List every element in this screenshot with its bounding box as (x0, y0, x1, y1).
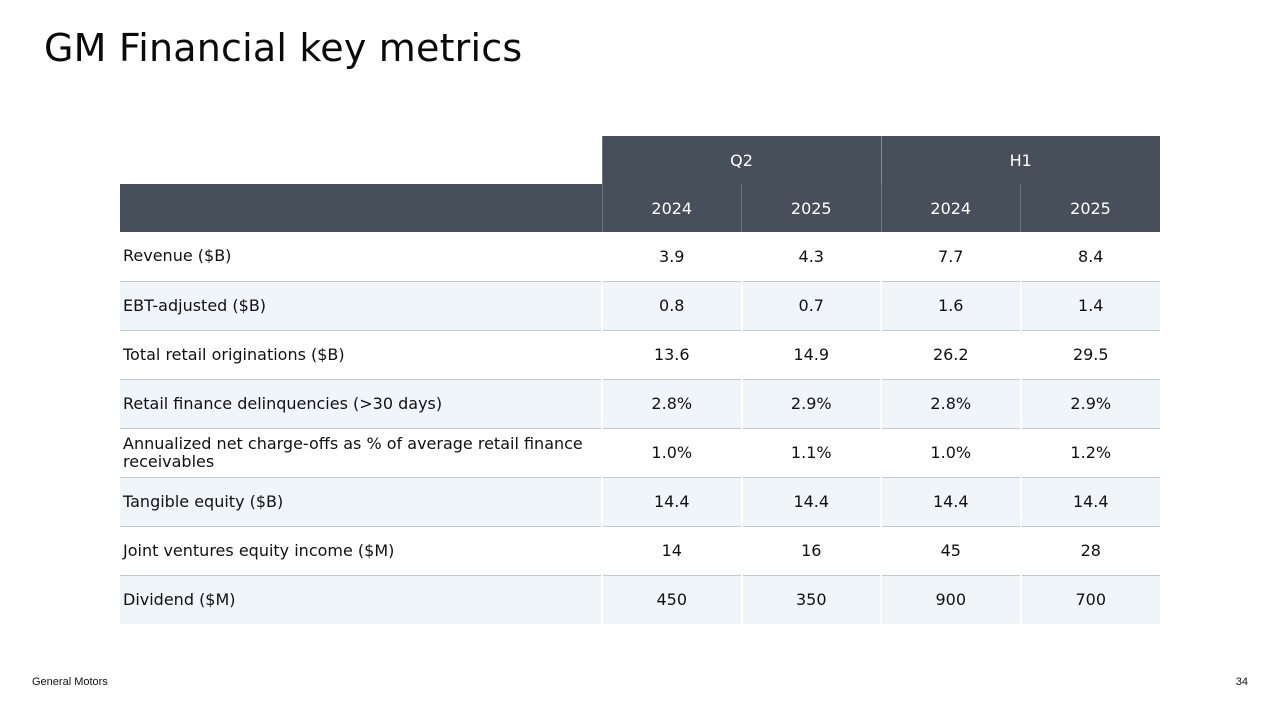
cell-value: 900 (880, 575, 1021, 624)
cell-value: 0.7 (740, 281, 881, 330)
cell-value: 450 (601, 575, 742, 624)
cell-value: 350 (740, 575, 881, 624)
header-year-q2-2024: 2024 (601, 184, 742, 232)
cell-value: 16 (740, 526, 881, 575)
page-number: 34 (1235, 676, 1248, 688)
cell-value: 4.3 (740, 232, 881, 281)
cell-value: 1.1% (740, 428, 881, 477)
cell-value: 2.8% (601, 379, 742, 428)
row-label: Tangible equity ($B) (123, 491, 284, 511)
cell-value: 8.4 (1019, 232, 1160, 281)
footer-company: General Motors (32, 676, 108, 688)
table-row: Retail finance delinquencies (>30 days) … (120, 379, 1160, 428)
header-year-h1-2024: 2024 (880, 184, 1021, 232)
cell-value: 29.5 (1019, 330, 1160, 379)
table-row: Total retail originations ($B) 13.6 14.9… (120, 330, 1160, 379)
row-label: Retail finance delinquencies (>30 days) (123, 393, 443, 413)
cell-value: 14.4 (601, 477, 742, 526)
table-row: Tangible equity ($B) 14.4 14.4 14.4 14.4 (120, 477, 1160, 526)
row-label: Revenue ($B) (123, 246, 232, 266)
cell-value: 14 (601, 526, 742, 575)
table-row: Dividend ($M) 450 350 900 700 (120, 575, 1160, 624)
cell-value: 13.6 (601, 330, 742, 379)
header-group-h1: H1 (880, 136, 1160, 184)
cell-value: 14.4 (1019, 477, 1160, 526)
cell-value: 28 (1019, 526, 1160, 575)
row-label: Joint ventures equity income ($M) (123, 540, 395, 560)
cell-value: 0.8 (601, 281, 742, 330)
header-group-q2: Q2 (601, 136, 881, 184)
cell-value: 45 (880, 526, 1021, 575)
cell-value: 7.7 (880, 232, 1021, 281)
cell-value: 2.8% (880, 379, 1021, 428)
cell-value: 14.9 (740, 330, 881, 379)
header-year-row: 2024 2025 2024 2025 (120, 184, 1160, 232)
cell-value: 2.9% (1019, 379, 1160, 428)
header-blank-cell (120, 136, 602, 184)
cell-value: 1.4 (1019, 281, 1160, 330)
row-label: Dividend ($M) (123, 589, 236, 609)
header-label-cell (120, 184, 602, 232)
cell-value: 3.9 (601, 232, 742, 281)
table-row: Annualized net charge-offs as % of avera… (120, 428, 1160, 477)
cell-value: 14.4 (740, 477, 881, 526)
cell-value: 1.6 (880, 281, 1021, 330)
cell-value: 2.9% (740, 379, 881, 428)
header-year-q2-2025: 2025 (741, 184, 881, 232)
cell-value: 26.2 (880, 330, 1021, 379)
header-group-row: Q2 H1 (120, 136, 1160, 184)
metrics-table: Q2 H1 2024 2025 2024 2025 Revenue ($B) 3… (120, 136, 1160, 624)
cell-value: 1.0% (880, 428, 1021, 477)
cell-value: 1.2% (1019, 428, 1160, 477)
row-label: Total retail originations ($B) (123, 344, 345, 364)
cell-value: 700 (1019, 575, 1160, 624)
cell-value: 1.0% (601, 428, 742, 477)
row-label: EBT-adjusted ($B) (123, 295, 267, 315)
page-title: GM Financial key metrics (44, 26, 523, 70)
table-row: Joint ventures equity income ($M) 14 16 … (120, 526, 1160, 575)
table-row: Revenue ($B) 3.9 4.3 7.7 8.4 (120, 232, 1160, 281)
table-row: EBT-adjusted ($B) 0.8 0.7 1.6 1.4 (120, 281, 1160, 330)
header-year-h1-2025: 2025 (1020, 184, 1160, 232)
row-label: Annualized net charge-offs as % of avera… (123, 433, 583, 471)
cell-value: 14.4 (880, 477, 1021, 526)
